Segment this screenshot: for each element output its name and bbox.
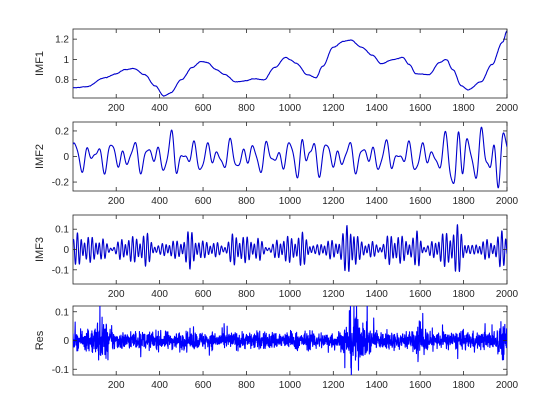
subplot-4: 200 400 600 800 1000 1200 1400 1600 1800 2000 -0.1… [34,305,519,391]
subplot-2: 200 400 600 800 1000 1200 1400 1600 1800 2000 -0.2… [34,121,519,207]
x-tick-label: 400 [151,103,168,114]
x-tick-label: 1800 [452,380,475,391]
y-axis-label: IMF2 [34,144,46,169]
x-tick-label: 1200 [322,196,345,207]
x-tick-label: 1800 [452,196,475,207]
series-line-imf2 [73,126,507,189]
subplot-3: 200 400 600 800 1000 1200 1400 1600 1800 2000 -0.1… [34,214,519,300]
x-tick-label: 200 [108,103,125,114]
x-tick-label: 1800 [452,289,475,300]
x-tick-label: 2000 [496,103,519,114]
x-tick-label: 1200 [322,380,345,391]
x-tick-label: 800 [238,380,255,391]
x-tick-label: 1800 [452,103,475,114]
y-tick-label: 1 [63,55,69,66]
y-tick-label: 0.2 [55,126,69,137]
x-tick-label: 600 [195,380,212,391]
x-tick-label: 600 [195,289,212,300]
series-line-imf1 [73,30,507,97]
x-tick-label: 1000 [279,196,302,207]
x-tick-label: 1200 [322,289,345,300]
x-tick-label: 2000 [496,380,519,391]
x-tick-label: 1000 [279,103,302,114]
y-tick-label: -0.2 [52,178,70,189]
x-tick-label: 1600 [409,103,432,114]
x-tick-label: 1400 [366,380,389,391]
series-line-res [73,306,507,375]
y-axis-label: Res [34,330,46,350]
x-tick-label: 600 [195,103,212,114]
x-tick-label: 1600 [409,380,432,391]
x-tick-label: 800 [238,103,255,114]
x-tick-label: 1000 [279,289,302,300]
y-tick-label: -0.1 [52,365,70,376]
x-tick-label: 1400 [366,289,389,300]
x-tick-label: 800 [238,289,255,300]
y-tick-label: 0.1 [55,225,69,236]
x-tick-label: 400 [151,196,168,207]
x-tick-label: 1200 [322,103,345,114]
x-tick-label: 1400 [366,196,389,207]
x-tick-label: 1400 [366,103,389,114]
x-tick-label: 200 [108,196,125,207]
axes-frame [72,28,508,99]
x-tick-label: 600 [195,196,212,207]
y-tick-label: 0 [63,336,69,347]
y-tick-label: 0 [63,152,69,163]
x-tick-label: 200 [108,289,125,300]
subplot-1: 200 400 600 800 1000 1200 1400 1600 1800 2000 0.8 1… [34,28,519,114]
x-tick-label: 2000 [496,289,519,300]
x-tick-label: 1600 [409,289,432,300]
x-tick-label: 400 [151,289,168,300]
x-tick-label: 800 [238,196,255,207]
x-tick-label: 400 [151,380,168,391]
x-tick-label: 1600 [409,196,432,207]
y-axis-label: IMF3 [34,237,46,262]
y-tick-label: 0.1 [55,307,69,318]
y-tick-label: 1.2 [55,35,69,46]
y-tick-label: -0.1 [52,265,70,276]
y-axis-label: IMF1 [34,51,46,76]
y-tick-label: 0 [63,245,69,256]
x-tick-label: 200 [108,380,125,391]
x-tick-label: 2000 [496,196,519,207]
y-tick-label: 0.8 [55,75,69,86]
series-line-imf3 [73,224,507,273]
x-tick-label: 1000 [279,380,302,391]
